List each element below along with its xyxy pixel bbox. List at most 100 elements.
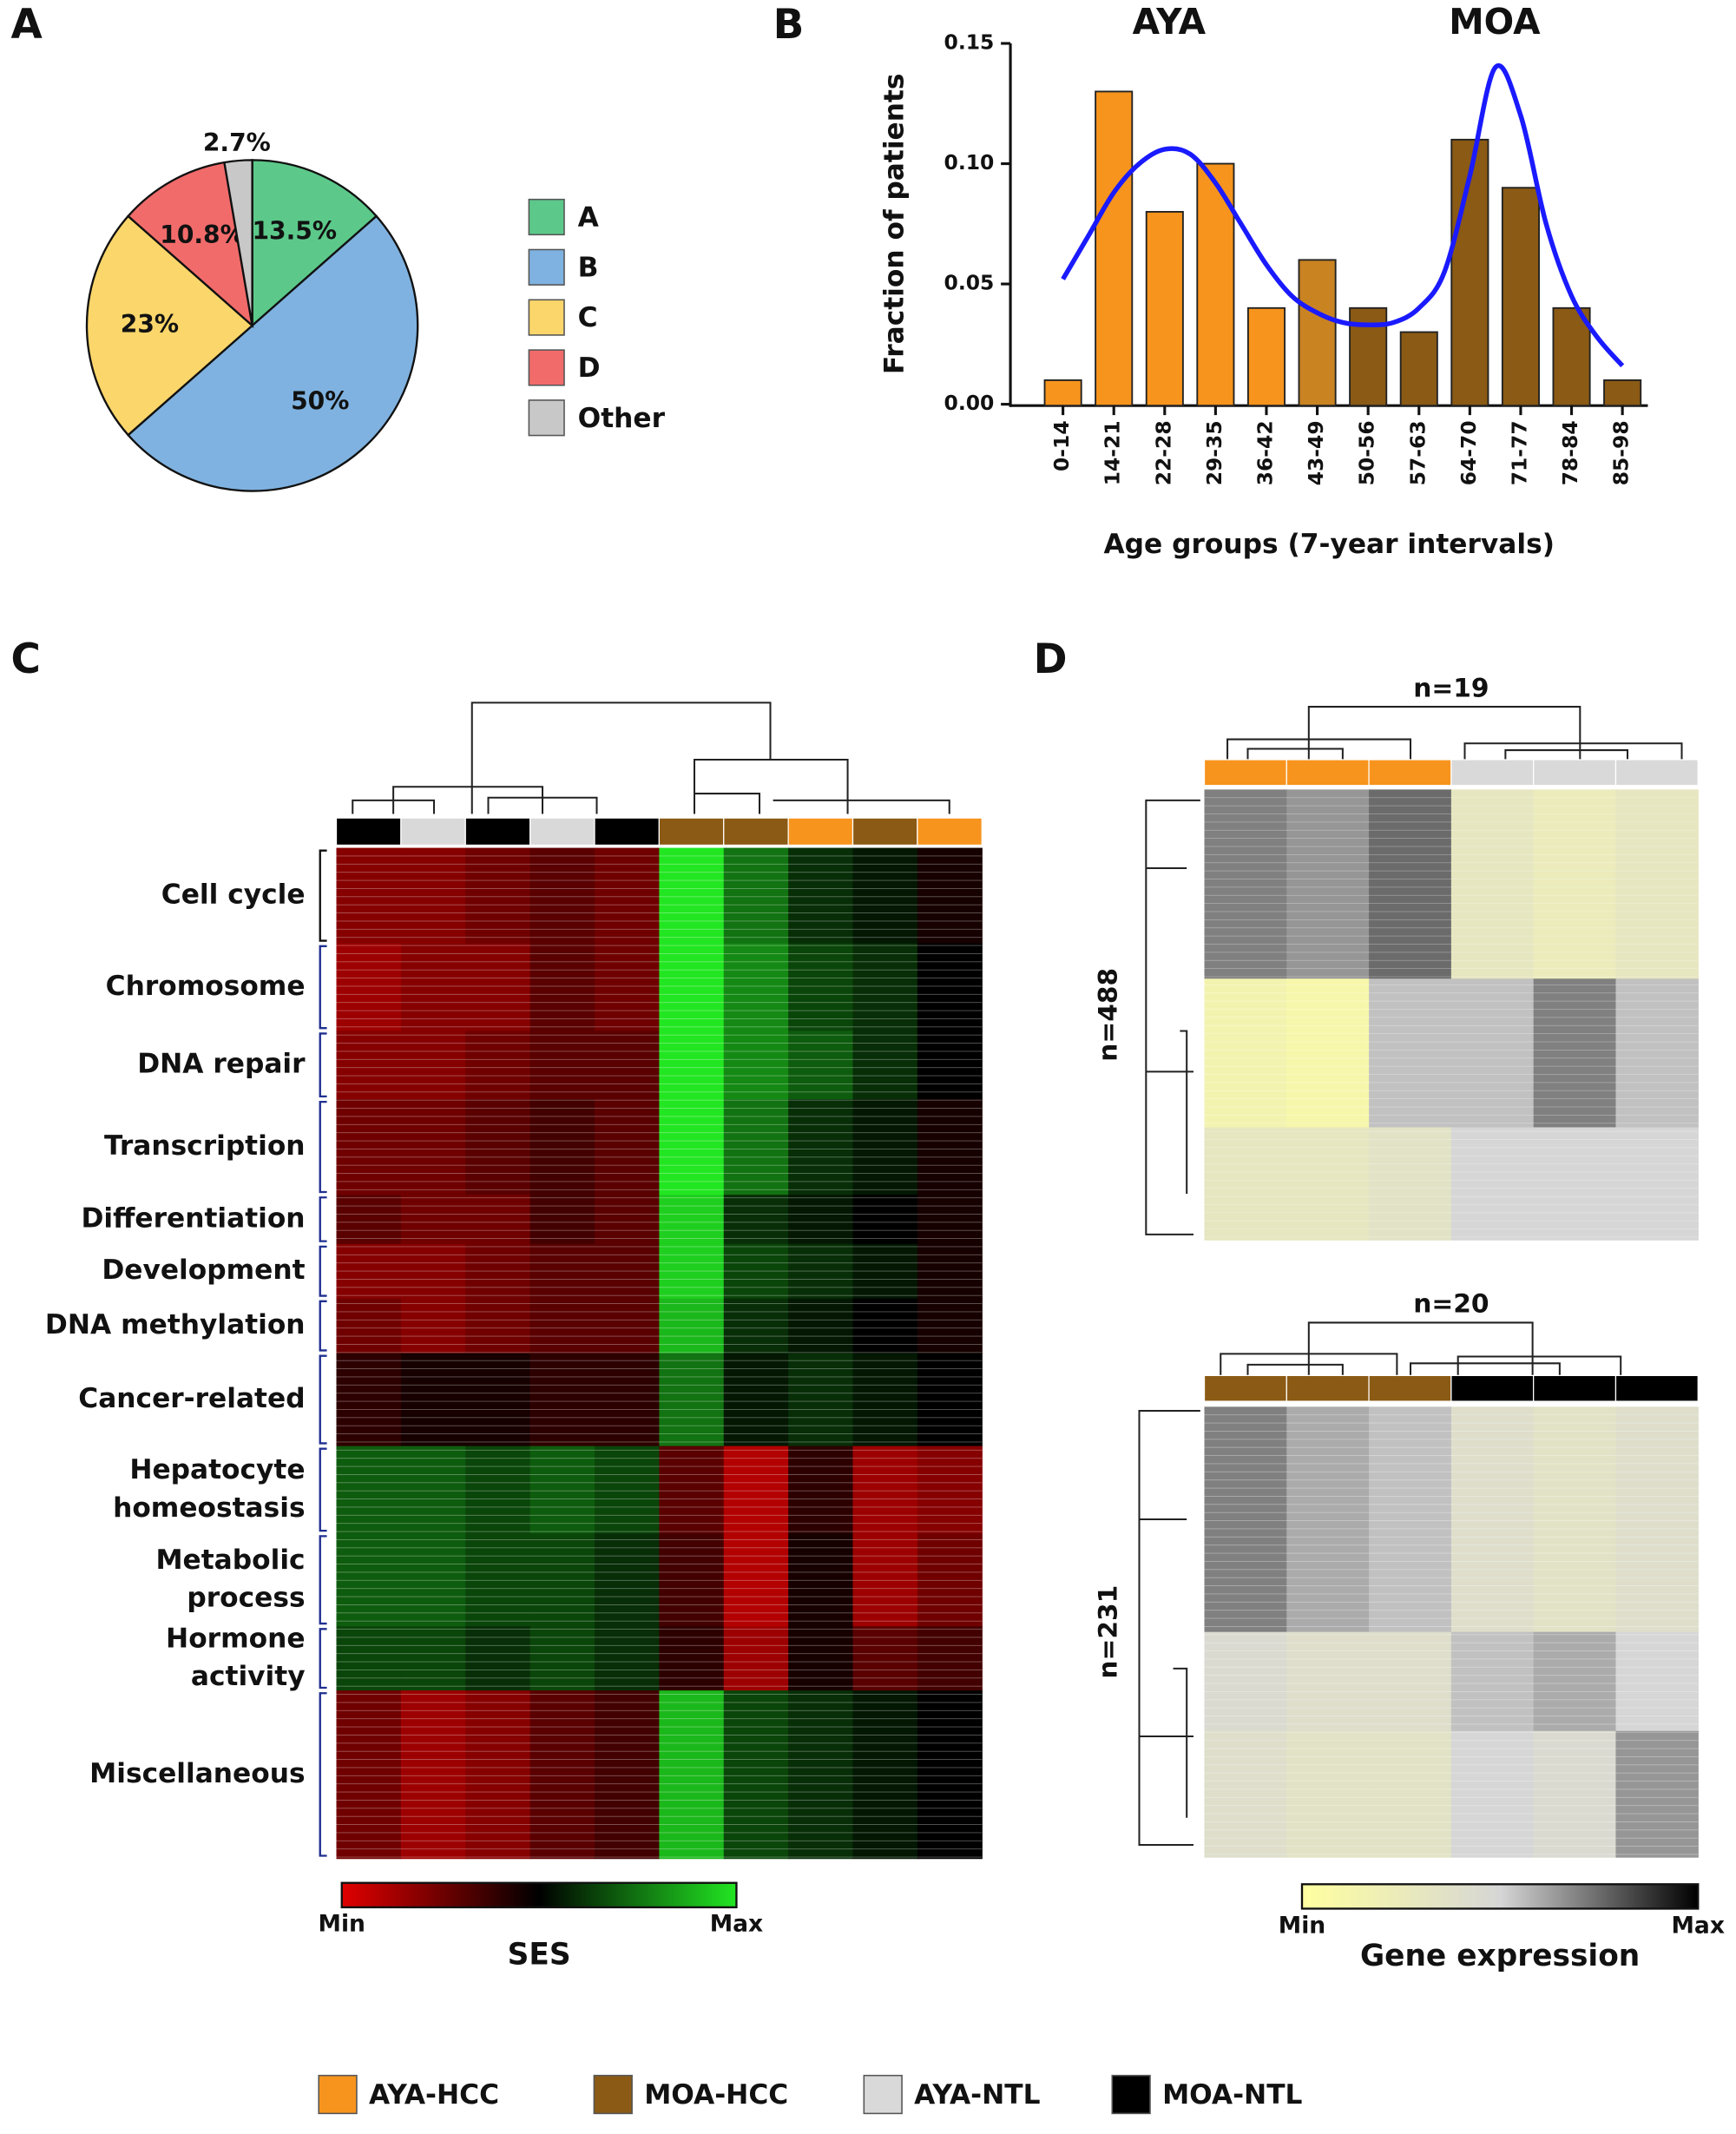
heatmap-cell: [1369, 1406, 1452, 1633]
bracket: [319, 1628, 327, 1689]
sample-annotation: [400, 817, 466, 846]
heatmap-cell: [788, 1353, 854, 1447]
heatmap-cell: [917, 1099, 983, 1195]
sample-annotation: [529, 817, 595, 846]
slice-label: 13.5%: [252, 216, 337, 245]
heatmap-cell: [723, 1533, 789, 1627]
heatmap-title: n=19: [1413, 672, 1489, 702]
heatmap-cell: [788, 1626, 854, 1691]
heatmap-cell: [1533, 1406, 1617, 1633]
row-label: Cell cycle: [161, 879, 306, 911]
heatmap-cell: [917, 1353, 983, 1447]
sample-annotation: [1533, 1374, 1617, 1402]
heatmap-cell: [788, 1243, 854, 1300]
heatmap-cell: [529, 1243, 595, 1300]
heatmap-cell: [659, 1195, 725, 1245]
heatmap-cell: [1533, 1730, 1617, 1858]
colorbar-title: Gene expression: [1360, 1939, 1640, 1973]
sample-annotation: [335, 817, 402, 846]
sample-annotation: [1450, 1374, 1535, 1402]
heatmap-cell: [400, 1353, 466, 1447]
heatmap-cell: [529, 1195, 595, 1245]
x-tick-label: 22-28: [1151, 420, 1175, 485]
x-axis-label: Age groups (7-year intervals): [1104, 529, 1555, 560]
bracket: [319, 1245, 327, 1297]
heatmap-cell: [917, 1031, 983, 1100]
row-label: activity: [191, 1661, 306, 1692]
legend-swatch: [863, 2074, 903, 2115]
heatmap-cell: [1286, 1406, 1370, 1633]
bar: [1501, 187, 1540, 407]
heatmap-cell: [529, 847, 595, 945]
heatmap-cell: [852, 1031, 918, 1100]
heatmap-cell: [1615, 978, 1699, 1129]
heatmap-cell: [723, 1690, 789, 1860]
heatmap-cell: [1369, 1631, 1452, 1732]
heatmap-cell: [336, 1243, 402, 1300]
colorbar-min: Min: [1279, 1912, 1325, 1939]
sample-annotation: [1203, 1374, 1287, 1402]
heatmap-cell: [1369, 1127, 1452, 1241]
heatmap-cell: [400, 943, 466, 1031]
row-label: Differentiation: [81, 1202, 305, 1234]
sample-annotation: [852, 817, 918, 846]
bracket: [319, 1447, 327, 1532]
x-tick-label: 0-14: [1049, 420, 1074, 471]
heatmap-cell: [1450, 789, 1535, 979]
heatmap-cell: [917, 1195, 983, 1245]
bar: [1043, 379, 1082, 407]
heatmap-cell: [465, 1690, 531, 1860]
heatmap-cell: [1204, 1730, 1287, 1858]
pie-slice: [85, 214, 254, 437]
legend-swatch: [593, 2074, 633, 2115]
heatmap-cell: [659, 1243, 725, 1300]
legend-swatch: [528, 299, 565, 336]
heatmap-cell: [529, 1690, 595, 1860]
heatmap-cell: [595, 1099, 660, 1195]
sample-annotation: [723, 817, 789, 846]
row-label: Cancer-related: [78, 1383, 305, 1414]
colorbar-max: Max: [1672, 1912, 1725, 1939]
heatmap-cell: [595, 1533, 660, 1627]
x-tick-label: 78-84: [1558, 420, 1582, 485]
sample-annotation: [1368, 1374, 1452, 1402]
heatmap-cell: [1533, 1127, 1617, 1241]
sample-annotation: [1614, 759, 1699, 787]
heatmap-cell: [723, 1626, 789, 1691]
legend-label: Other: [578, 403, 666, 434]
sample-annotation: [658, 817, 725, 846]
heatmap-cell: [723, 847, 789, 945]
heatmap-cell: [465, 1099, 531, 1195]
sample-annotation: [1614, 1374, 1699, 1402]
heatmap-cell: [659, 1446, 725, 1534]
row-label: process: [187, 1583, 305, 1614]
heatmap-cell: [917, 1626, 983, 1691]
heatmap-cell: [529, 1353, 595, 1447]
heatmap-cell: [595, 943, 660, 1031]
sample-annotation: [1533, 759, 1617, 787]
heatmap-cell: [336, 1099, 402, 1195]
y-tick-label: 0.10: [944, 150, 995, 175]
heatmap-cell: [1204, 1631, 1287, 1732]
row-label: homeostasis: [113, 1492, 305, 1524]
row-label: Development: [102, 1255, 305, 1286]
heatmap-cell: [852, 1099, 918, 1195]
bracket: [319, 1032, 327, 1098]
heatmap-cell: [1369, 1730, 1452, 1858]
heatmap-cell: [1286, 1127, 1370, 1241]
pie-slice: [126, 161, 254, 329]
legend-label: MOA-NTL: [1162, 2079, 1302, 2111]
slice-label: 2.7%: [203, 128, 271, 157]
heatmap-cell: [723, 943, 789, 1031]
heatmap-cell: [659, 1533, 725, 1627]
x-tick-label: 14-21: [1101, 420, 1125, 485]
heatmap-cell: [529, 943, 595, 1031]
heatmap-cell: [852, 1626, 918, 1691]
bracket: [319, 1300, 327, 1352]
heatmap-cell: [659, 943, 725, 1031]
heatmap-cell: [529, 1099, 595, 1195]
heatmap-cell: [400, 1533, 466, 1627]
heatmap-cell: [1450, 1730, 1535, 1858]
heatmap-cell: [788, 1298, 854, 1354]
